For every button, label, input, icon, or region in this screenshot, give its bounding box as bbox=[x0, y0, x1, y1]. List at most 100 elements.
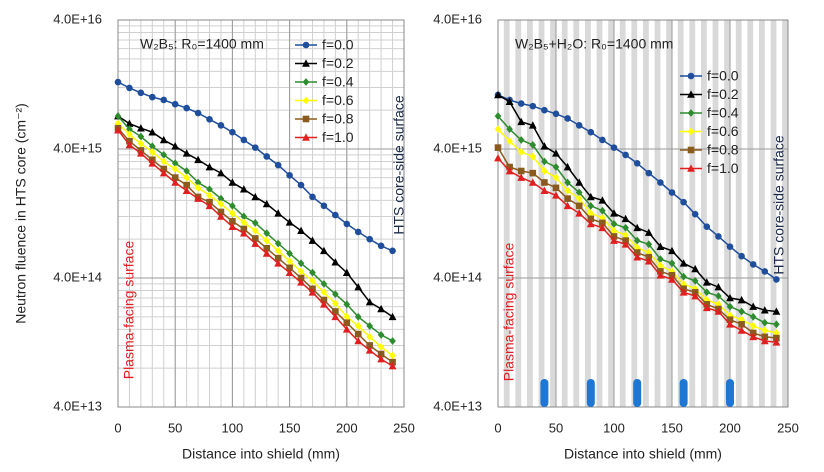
point bbox=[239, 185, 248, 193]
point bbox=[726, 293, 734, 302]
point bbox=[239, 229, 248, 237]
point bbox=[297, 278, 305, 286]
stripe bbox=[596, 20, 603, 407]
point bbox=[529, 152, 537, 161]
point bbox=[552, 191, 560, 199]
point bbox=[586, 219, 595, 228]
x-axis-title: Distance into shield (mm) bbox=[564, 446, 722, 462]
y-axis-title: Neutron fluence in HTS core (cm⁻²) bbox=[13, 103, 29, 324]
point bbox=[761, 268, 769, 275]
x-tick-label: 250 bbox=[393, 420, 415, 435]
plot-frame bbox=[117, 19, 405, 408]
point bbox=[297, 267, 305, 276]
point bbox=[633, 223, 642, 232]
point bbox=[137, 89, 145, 97]
point bbox=[633, 236, 641, 245]
point bbox=[206, 115, 213, 123]
y-tick-label: 4.0E+16 bbox=[53, 11, 102, 26]
point bbox=[610, 220, 618, 228]
point bbox=[668, 275, 676, 283]
point bbox=[114, 126, 122, 134]
point bbox=[575, 209, 584, 217]
legend-label: f=1.0 bbox=[707, 160, 739, 176]
point bbox=[171, 159, 179, 168]
legend-label: f=0.6 bbox=[322, 92, 354, 108]
point bbox=[240, 212, 248, 221]
stripe bbox=[654, 20, 661, 407]
cooling-channel bbox=[586, 379, 595, 407]
point bbox=[251, 239, 260, 247]
x-tick-label: 150 bbox=[661, 420, 683, 435]
point bbox=[388, 312, 397, 321]
point bbox=[229, 201, 236, 210]
point bbox=[308, 236, 317, 244]
point bbox=[148, 128, 157, 136]
point bbox=[726, 311, 734, 320]
point bbox=[668, 189, 676, 196]
point bbox=[761, 326, 769, 335]
stripe bbox=[503, 20, 510, 407]
point bbox=[286, 172, 293, 179]
point bbox=[274, 254, 282, 262]
point bbox=[598, 196, 607, 204]
point bbox=[320, 280, 328, 288]
point bbox=[263, 244, 271, 252]
point bbox=[332, 211, 339, 219]
legend-marker bbox=[302, 96, 310, 105]
point bbox=[332, 299, 339, 308]
point bbox=[171, 178, 180, 186]
point bbox=[494, 112, 502, 120]
point bbox=[194, 155, 202, 164]
point bbox=[656, 271, 665, 279]
point bbox=[354, 283, 363, 291]
stripe bbox=[550, 20, 556, 407]
stripe bbox=[527, 20, 533, 407]
x-axis-title: Distance into shield (mm) bbox=[182, 446, 340, 462]
point bbox=[587, 128, 595, 136]
y-tick-label: 4.0E+16 bbox=[433, 11, 482, 26]
point bbox=[540, 186, 549, 195]
y-tick-label: 4.0E+15 bbox=[433, 140, 482, 155]
point bbox=[285, 218, 294, 226]
stripe bbox=[573, 20, 580, 407]
y-tick-label: 4.0E+14 bbox=[53, 269, 102, 284]
point bbox=[679, 259, 688, 267]
point bbox=[229, 218, 236, 225]
stripe bbox=[747, 20, 754, 407]
legend-label: f=0.0 bbox=[707, 68, 739, 84]
point bbox=[552, 163, 560, 171]
point bbox=[263, 229, 271, 238]
point bbox=[149, 147, 156, 156]
point bbox=[388, 362, 397, 370]
point bbox=[309, 276, 316, 285]
point bbox=[773, 334, 780, 342]
point bbox=[668, 246, 676, 255]
point bbox=[679, 288, 688, 296]
point bbox=[228, 222, 237, 230]
point bbox=[320, 202, 328, 210]
point bbox=[587, 215, 595, 223]
point bbox=[506, 137, 513, 146]
point bbox=[575, 122, 583, 129]
point bbox=[320, 246, 328, 255]
x-tick-label: 200 bbox=[336, 420, 358, 435]
point bbox=[680, 272, 687, 281]
panel-title: W₂B₅: R₀=1400 mm bbox=[140, 36, 264, 52]
point bbox=[183, 104, 190, 112]
point bbox=[159, 135, 168, 144]
stripe bbox=[770, 20, 777, 407]
point bbox=[691, 210, 699, 218]
point bbox=[517, 173, 526, 181]
point bbox=[297, 259, 305, 268]
point bbox=[366, 322, 373, 330]
point bbox=[263, 153, 271, 160]
point bbox=[365, 346, 374, 354]
point bbox=[633, 159, 641, 167]
point bbox=[171, 100, 179, 108]
point bbox=[240, 218, 248, 227]
stripe bbox=[724, 20, 730, 407]
point bbox=[587, 209, 595, 218]
point bbox=[240, 136, 248, 144]
point bbox=[668, 267, 676, 276]
